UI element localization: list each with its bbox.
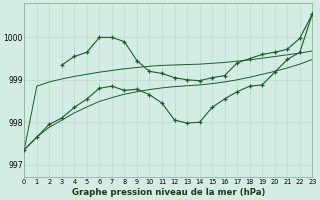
X-axis label: Graphe pression niveau de la mer (hPa): Graphe pression niveau de la mer (hPa) [72, 188, 265, 197]
